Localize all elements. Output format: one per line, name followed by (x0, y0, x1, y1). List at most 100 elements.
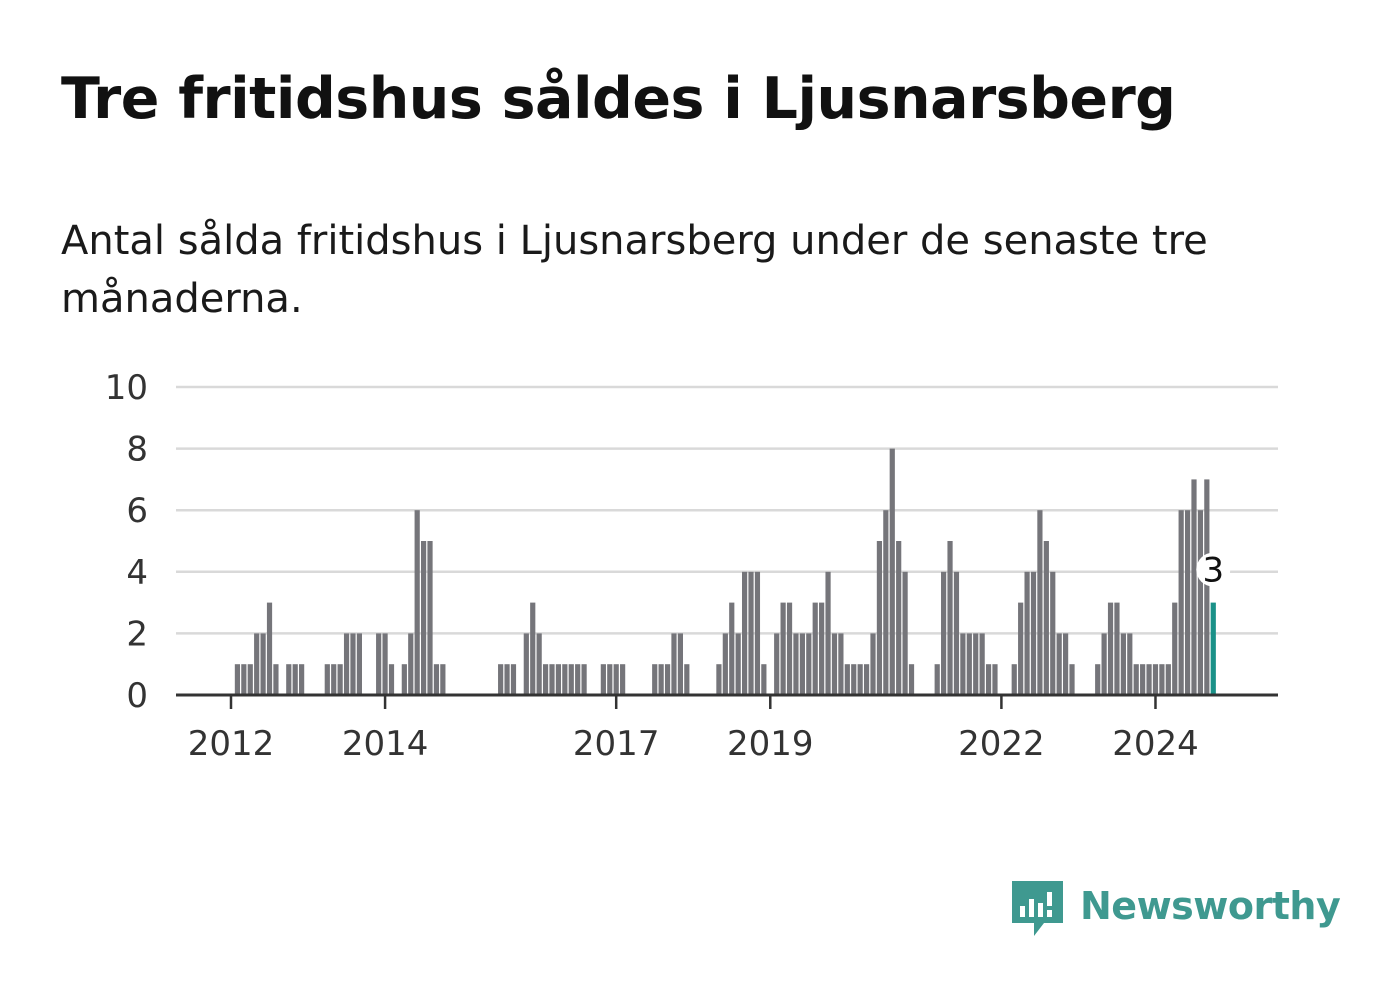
bar (299, 664, 305, 695)
bar (992, 664, 998, 695)
bar (421, 541, 427, 695)
bar (748, 571, 754, 695)
bar (555, 664, 562, 695)
bar (1024, 571, 1030, 695)
newsworthy-logo-icon (1012, 881, 1063, 936)
bar (799, 633, 805, 695)
bar (1127, 633, 1133, 695)
bar (613, 664, 619, 695)
bar (440, 664, 446, 695)
bar (408, 633, 414, 695)
bar (863, 664, 870, 695)
bar (510, 664, 517, 695)
bar (1069, 664, 1075, 695)
bar (831, 633, 838, 695)
y-axis-ticks: 0 2 4 6 8 10 (105, 368, 148, 716)
bar (562, 664, 568, 695)
bar (985, 664, 992, 695)
bar (1165, 664, 1171, 695)
bar (1056, 633, 1062, 695)
bar (664, 664, 671, 695)
bar (254, 633, 260, 695)
bar (1095, 664, 1101, 695)
bar (1101, 633, 1107, 695)
bar (607, 664, 613, 695)
highlight-value-label: 3 (1202, 551, 1224, 591)
bar (889, 448, 895, 695)
bar (382, 633, 388, 695)
y-tick-label: 8 (126, 430, 148, 470)
bar (530, 602, 536, 695)
bar (735, 633, 741, 695)
bar (498, 664, 504, 695)
bar (523, 633, 529, 695)
highlight-label-bg (1196, 552, 1231, 587)
bar (337, 664, 343, 695)
bar (1037, 510, 1043, 695)
bar (825, 571, 831, 695)
x-tick-label: 2022 (958, 724, 1045, 764)
bar (941, 571, 947, 695)
bar (973, 633, 979, 695)
bar (966, 633, 972, 695)
bar (1120, 633, 1126, 695)
bar (1063, 633, 1069, 695)
bar (671, 633, 677, 695)
bar (716, 664, 722, 695)
bar (1043, 541, 1049, 695)
bar (934, 664, 940, 695)
y-tick-label: 2 (126, 614, 148, 654)
bar (677, 633, 683, 695)
y-tick-label: 0 (126, 676, 148, 716)
bar (780, 602, 786, 695)
chart-subtitle: Antal sålda fritidshus i Ljusnarsberg un… (61, 218, 1208, 322)
bar (1204, 479, 1210, 695)
bar (1197, 510, 1204, 695)
bar (902, 571, 908, 695)
bar (581, 664, 587, 695)
x-tick-label: 2019 (727, 724, 814, 764)
bar (376, 633, 382, 695)
x-tick-label: 2012 (188, 724, 275, 764)
bar (953, 571, 960, 695)
bar (960, 633, 966, 695)
bar (1011, 664, 1017, 695)
bar (234, 664, 241, 695)
bar (793, 633, 799, 695)
bar (1140, 664, 1146, 695)
bar (247, 664, 253, 695)
bar (908, 664, 915, 695)
highlight-annotation: 3 (1196, 551, 1231, 591)
bar (876, 541, 883, 695)
bar (1050, 571, 1056, 695)
bar (838, 633, 844, 695)
bar (851, 664, 857, 695)
bar (761, 664, 767, 695)
bar (241, 664, 247, 695)
bar (1114, 602, 1120, 695)
bar (568, 664, 574, 695)
bar (266, 602, 273, 695)
bar (542, 664, 549, 695)
x-tick-label: 2024 (1112, 724, 1199, 764)
bar (600, 664, 606, 695)
bar (414, 510, 420, 695)
bar (1152, 664, 1159, 695)
bar (1172, 602, 1178, 695)
bar (729, 602, 735, 695)
bar (652, 664, 658, 695)
bar (774, 633, 780, 695)
bar (979, 633, 985, 695)
bar (870, 633, 876, 695)
bar (658, 664, 664, 695)
bar (684, 664, 690, 695)
x-tick-label: 2014 (342, 724, 429, 764)
bar (273, 664, 279, 695)
bar (1030, 571, 1037, 695)
bar (806, 633, 812, 695)
bar (324, 664, 330, 695)
highlight-bar (1210, 602, 1216, 695)
x-axis-ticks: 2012 2014 2017 2019 2022 2024 (188, 695, 1199, 764)
y-tick-label: 4 (126, 553, 148, 593)
